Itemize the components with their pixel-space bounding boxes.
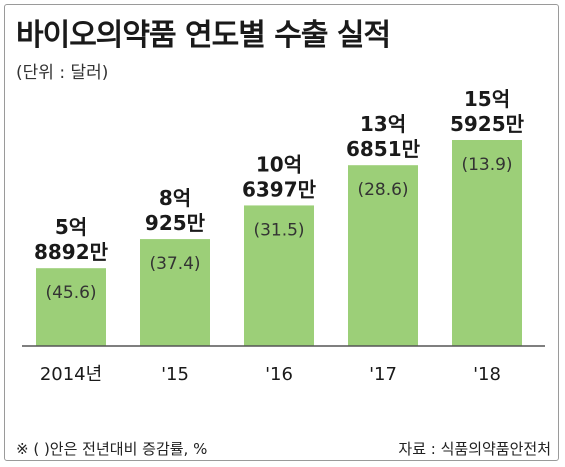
bar-1 xyxy=(140,239,210,346)
value-label-0-line1: 5억 xyxy=(55,215,87,239)
value-label-3-line1: 13억 xyxy=(360,112,406,136)
value-label-1-line2: 925만 xyxy=(145,211,206,235)
value-label-3-line2: 6851만 xyxy=(346,137,421,161)
growth-label-1: (37.4) xyxy=(149,254,200,274)
category-label-1: '15 xyxy=(161,364,189,385)
value-label-2-line1: 10억 xyxy=(256,152,302,176)
source-note: 자료 : 식품의약품안전처 xyxy=(398,440,551,458)
value-label-2-line2: 6397만 xyxy=(242,177,317,201)
bar-3 xyxy=(348,165,418,346)
growth-label-4: (13.9) xyxy=(461,155,512,175)
footnote: ※ ( )안은 전년대비 증감률, % xyxy=(16,440,208,458)
category-label-0: 2014년 xyxy=(40,364,102,385)
growth-label-3: (28.6) xyxy=(357,180,408,200)
growth-label-0: (45.6) xyxy=(45,283,96,303)
unit-note: (단위 : 달러) xyxy=(16,63,109,83)
chart-frame xyxy=(4,4,559,461)
bar-0 xyxy=(36,268,106,346)
value-label-1-line1: 8억 xyxy=(159,186,191,210)
value-label-4-line2: 5925만 xyxy=(450,112,525,136)
growth-label-2: (31.5) xyxy=(253,220,304,240)
category-label-2: '16 xyxy=(265,364,293,385)
bar-4 xyxy=(452,140,522,346)
value-label-4-line1: 15억 xyxy=(464,87,510,111)
category-label-4: '18 xyxy=(473,364,501,385)
bar-2 xyxy=(244,205,314,346)
category-label-3: '17 xyxy=(369,364,397,385)
chart-title: 바이오의약품 연도별 수출 실적 xyxy=(16,18,391,53)
value-label-0-line2: 8892만 xyxy=(34,240,109,264)
